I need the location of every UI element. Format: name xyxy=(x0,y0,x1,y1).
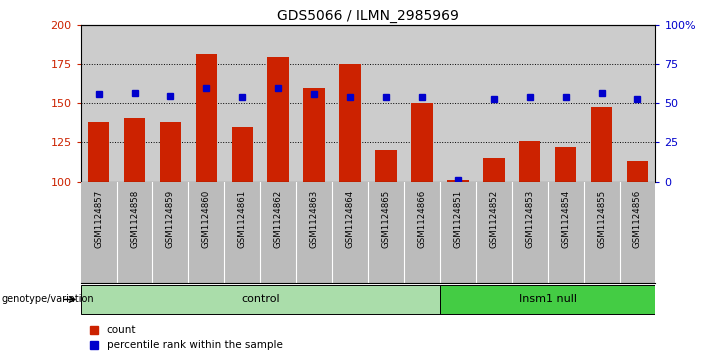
Text: GSM1124853: GSM1124853 xyxy=(525,189,534,248)
Text: GSM1124857: GSM1124857 xyxy=(94,189,103,248)
Text: Insm1 null: Insm1 null xyxy=(519,294,577,304)
Text: GSM1124852: GSM1124852 xyxy=(489,189,498,248)
Bar xyxy=(124,118,145,182)
Bar xyxy=(440,285,655,314)
Text: GSM1124861: GSM1124861 xyxy=(238,189,247,248)
Bar xyxy=(268,57,289,182)
Bar xyxy=(375,150,397,182)
Text: GSM1124862: GSM1124862 xyxy=(273,189,283,248)
Bar xyxy=(519,141,540,182)
Text: GSM1124854: GSM1124854 xyxy=(561,189,570,248)
Bar xyxy=(339,65,361,182)
Bar xyxy=(304,88,325,182)
Bar xyxy=(483,158,505,182)
Text: GSM1124866: GSM1124866 xyxy=(417,189,426,248)
Text: GSM1124859: GSM1124859 xyxy=(166,189,175,248)
Bar xyxy=(627,161,648,182)
Text: control: control xyxy=(241,294,280,304)
Bar xyxy=(411,103,433,182)
Text: GSM1124860: GSM1124860 xyxy=(202,189,211,248)
Text: GSM1124856: GSM1124856 xyxy=(633,189,642,248)
Text: GSM1124851: GSM1124851 xyxy=(454,189,463,248)
Title: GDS5066 / ILMN_2985969: GDS5066 / ILMN_2985969 xyxy=(277,9,459,23)
Text: GSM1124855: GSM1124855 xyxy=(597,189,606,248)
Bar xyxy=(447,180,468,182)
Text: GSM1124858: GSM1124858 xyxy=(130,189,139,248)
Bar xyxy=(160,122,181,182)
Bar xyxy=(231,127,253,182)
Bar xyxy=(555,147,576,182)
Text: genotype/variation: genotype/variation xyxy=(1,294,94,305)
Bar xyxy=(81,285,440,314)
Legend: count, percentile rank within the sample: count, percentile rank within the sample xyxy=(86,321,287,355)
Bar xyxy=(196,53,217,181)
Text: GSM1124865: GSM1124865 xyxy=(381,189,390,248)
Text: GSM1124863: GSM1124863 xyxy=(310,189,319,248)
Bar xyxy=(591,107,613,182)
Bar xyxy=(88,122,109,182)
Text: GSM1124864: GSM1124864 xyxy=(346,189,355,248)
